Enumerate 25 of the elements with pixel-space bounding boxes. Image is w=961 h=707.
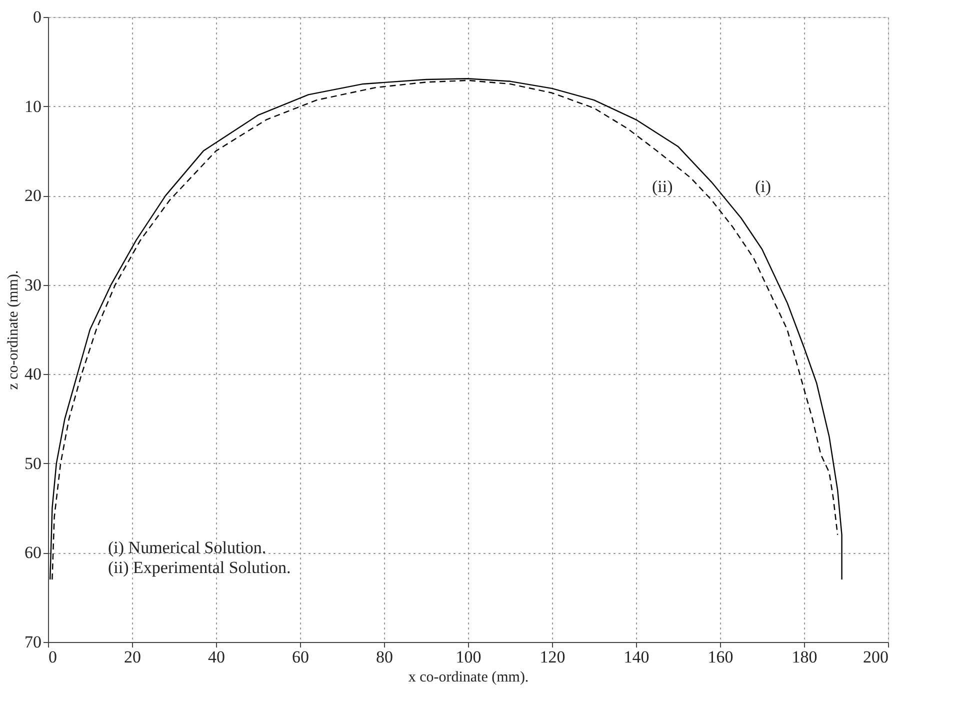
- x-tick-label: 100: [456, 648, 482, 666]
- y-tick-label: 60: [24, 543, 42, 562]
- x-tick-label: 200: [863, 648, 888, 666]
- y-tick-label: 20: [24, 186, 42, 206]
- annotation: (ii): [652, 177, 673, 196]
- y-tick-label: 50: [24, 454, 42, 473]
- annotation: (i) Numerical Solution.: [108, 538, 266, 557]
- x-tick-label: 140: [624, 648, 650, 666]
- x-tick-label: 40: [208, 648, 225, 666]
- y-axis-title: z co-ordinate (mm).: [6, 270, 22, 390]
- x-tick-label: 0: [48, 648, 57, 666]
- x-tick-label: 180: [792, 648, 818, 666]
- y-tick-label: 30: [24, 275, 42, 294]
- x-tick-label: 60: [292, 648, 309, 666]
- y-tick-label: 0: [33, 8, 42, 26]
- annotation: (i): [755, 177, 772, 196]
- x-tick-label: 20: [124, 648, 141, 666]
- y-tick-label: 70: [24, 632, 42, 652]
- x-tick-label: 120: [540, 648, 566, 666]
- x-tick-label: 160: [708, 648, 734, 666]
- y-tick-label: 40: [24, 364, 42, 384]
- x-tick-label: 80: [376, 648, 393, 666]
- x-axis-title: x co-ordinate (mm).: [408, 670, 529, 686]
- annotation: (ii) Experimental Solution.: [108, 558, 291, 577]
- y-tick-label: 10: [24, 96, 42, 116]
